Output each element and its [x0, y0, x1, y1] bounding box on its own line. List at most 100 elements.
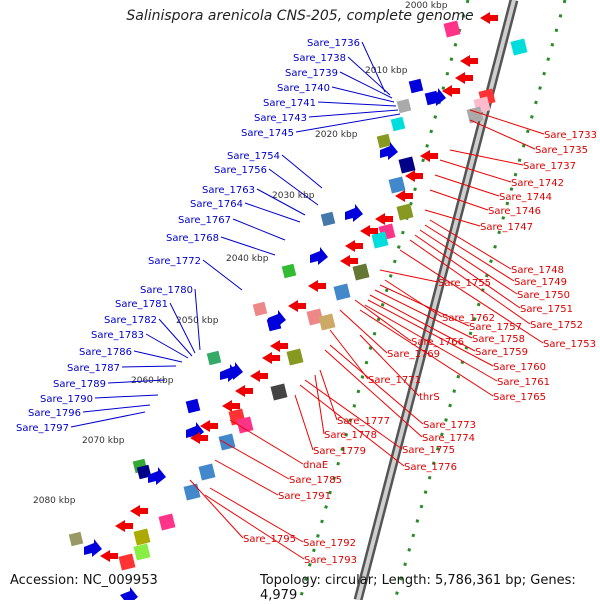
right-leader-line — [359, 309, 494, 397]
gene-block — [443, 20, 461, 38]
right-leader-line — [434, 174, 500, 197]
gene-block — [133, 528, 151, 546]
right-leader-line — [469, 119, 536, 150]
left-gene-label: Sare_1797 — [16, 423, 69, 434]
right-gene-label: Sare_1773 — [423, 420, 476, 431]
left-leader-line — [158, 318, 193, 357]
topology-text: Topology: circular; Length: 5,786,361 bp… — [260, 573, 576, 603]
right-leader-line — [299, 384, 405, 467]
right-gene-label: Sare_1779 — [313, 446, 366, 457]
right-gene-label: Sare_1750 — [517, 290, 570, 301]
left-gene-label: Sare_1736 — [307, 38, 360, 49]
right-gene-label: Sare_1775 — [402, 445, 455, 456]
left-gene-label: Sare_1768 — [166, 233, 219, 244]
right-gene-label: Sare_1733 — [544, 130, 597, 141]
right-gene-label: Sare_1744 — [499, 192, 552, 203]
right-gene-label: Sare_1793 — [304, 555, 357, 566]
right-gene-label: Sare_1785 — [289, 475, 342, 486]
gene-arrow — [235, 385, 253, 397]
right-gene-label: Sare_1753 — [543, 339, 596, 350]
gene-block — [333, 283, 351, 301]
right-gene-label: Sare_1758 — [472, 334, 525, 345]
left-gene-label: Sare_1743 — [254, 113, 307, 124]
right-gene-label: Sare_1747 — [480, 222, 533, 233]
right-gene-label: Sare_1751 — [520, 304, 573, 315]
gene-arrow — [380, 142, 398, 160]
right-leader-line — [364, 304, 498, 382]
gene-block — [183, 483, 201, 501]
right-leader-line — [304, 379, 403, 450]
gene-block — [206, 350, 222, 366]
gene-arrow — [375, 213, 393, 225]
right-leader-line — [469, 109, 545, 135]
left-gene-label: Sare_1786 — [79, 347, 132, 358]
left-gene-label: Sare_1763 — [202, 185, 255, 196]
right-gene-label: Sare_1778 — [324, 430, 377, 441]
right-gene-label: Sare_1746 — [488, 206, 541, 217]
right-gene-label: Sare_1792 — [303, 538, 356, 549]
right-gene-label: Sare_1759 — [475, 347, 528, 358]
forward-strand-genes — [68, 78, 446, 604]
left-leader-line — [145, 333, 189, 359]
left-leader-line — [94, 394, 159, 399]
right-gene-label: Sare_1774 — [422, 433, 475, 444]
left-gene-label: Sare_1796 — [28, 408, 81, 419]
right-leader-line — [324, 349, 423, 438]
right-leader-line — [229, 419, 304, 465]
right-gene-label: Sare_1760 — [493, 362, 546, 373]
left-gene-label: Sare_1741 — [263, 98, 316, 109]
gene-block — [270, 383, 288, 401]
right-leader-line — [414, 234, 521, 309]
gene-arrow — [84, 539, 102, 557]
gene-arrow — [360, 225, 378, 237]
gene-arrow — [262, 352, 280, 364]
right-gene-label: Sare_1755 — [438, 278, 491, 289]
right-leader-line — [294, 394, 314, 451]
left-gene-label: Sare_1739 — [285, 68, 338, 79]
left-leader-line — [169, 302, 196, 354]
left-leader-line — [244, 202, 301, 223]
gene-arrow — [310, 247, 328, 265]
right-leader-line — [329, 344, 424, 425]
left-gene-label: Sare_1767 — [178, 215, 231, 226]
right-leader-line — [424, 209, 481, 227]
gene-block — [158, 513, 176, 531]
tick-label: 2040 kbp — [226, 254, 269, 264]
right-leader-line — [429, 219, 512, 270]
tick-label: 2030 kbp — [272, 191, 315, 201]
right-leader-line — [189, 479, 244, 539]
left-gene-label: Sare_1789 — [53, 379, 106, 390]
gene-arrow — [455, 72, 473, 84]
right-gene-label: Sare_1766 — [411, 337, 464, 348]
tick-label: 2070 kbp — [82, 436, 125, 446]
right-leader-line — [329, 329, 369, 380]
accession-text: Accession: NC_009953 — [10, 573, 158, 588]
gene-arrow — [345, 204, 363, 222]
right-gene-label: thrS — [419, 392, 440, 403]
gene-block — [390, 116, 406, 132]
right-gene-label: Sare_1761 — [497, 377, 550, 388]
gene-arrow — [250, 370, 268, 382]
left-leader-line — [256, 188, 306, 216]
left-leader-line — [339, 71, 393, 99]
gene-block — [396, 98, 412, 114]
right-gene-label: Sare_1795 — [243, 534, 296, 545]
gene-arrow — [345, 240, 363, 252]
gene-block — [236, 416, 254, 434]
left-gene-label: Sare_1764 — [190, 199, 243, 210]
right-leader-line — [374, 289, 473, 339]
gene-block — [198, 463, 216, 481]
right-gene-label: Sare_1771 — [368, 375, 421, 386]
gene-arrow — [460, 55, 478, 67]
gene-block — [398, 156, 416, 174]
gene-arrow — [130, 505, 148, 517]
left-leader-line — [70, 411, 146, 428]
gene-block — [352, 263, 370, 281]
left-leader-line — [133, 350, 183, 363]
gene-arrow — [340, 255, 358, 267]
right-leader-line — [219, 439, 290, 480]
gene-block — [286, 348, 304, 366]
left-leader-line — [220, 236, 276, 256]
right-leader-line — [369, 294, 476, 352]
